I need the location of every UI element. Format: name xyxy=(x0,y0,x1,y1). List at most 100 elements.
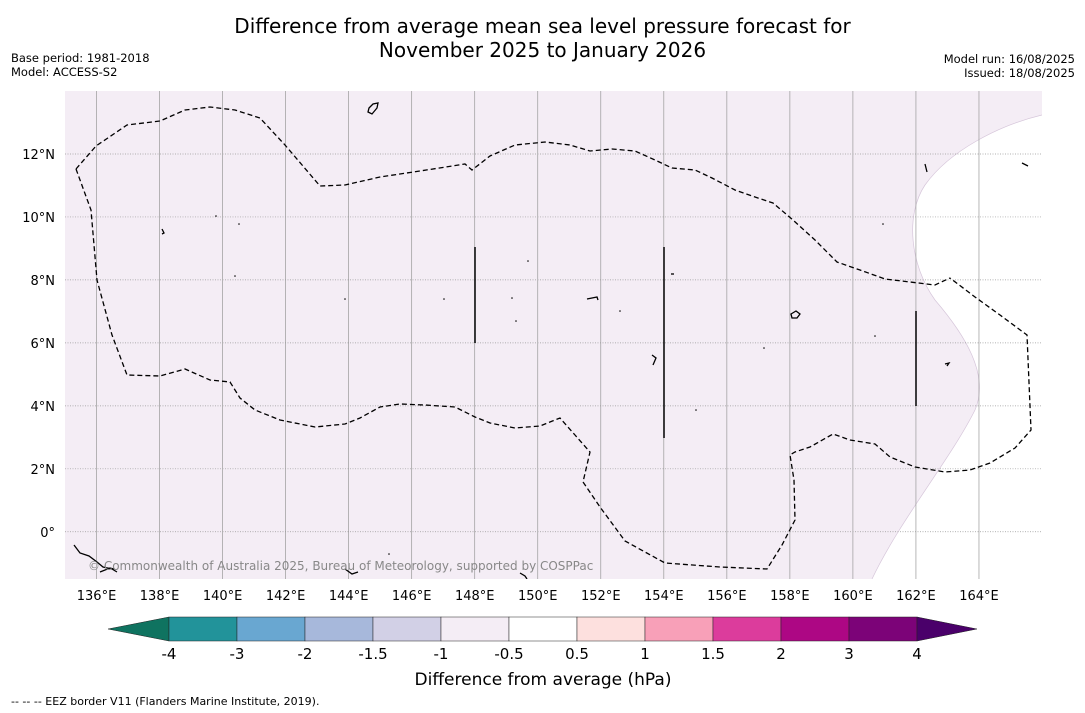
lon-tick-label: 138°E xyxy=(140,589,180,604)
base-period-label: Base period: 1981-2018 xyxy=(11,51,150,65)
islands xyxy=(73,102,1029,579)
lat-tick-label: 12°N xyxy=(22,148,55,163)
latitude-tick-labels: 12°N 10°N 8°N 6°N 4°N 2°N 0° xyxy=(22,148,55,541)
island-outline xyxy=(519,572,528,579)
lat-tick-label: 8°N xyxy=(31,274,56,289)
lon-tick-label: 150°E xyxy=(518,589,558,604)
run-info: Model run: 16/08/2025 Issued: 18/08/2025 xyxy=(944,52,1075,80)
colorbar-bin xyxy=(168,616,238,642)
lon-tick-label: 156°E xyxy=(707,589,747,604)
island-outline xyxy=(1021,162,1029,167)
lon-tick-label: 158°E xyxy=(770,589,810,604)
colorbar-min-extension xyxy=(107,616,170,642)
island-outline xyxy=(924,163,928,173)
island-dot xyxy=(344,298,346,300)
colorbar-bin xyxy=(304,616,374,642)
eez-footnote: -- -- -- EEZ border V11 (Flanders Marine… xyxy=(11,695,320,708)
lon-tick-label: 136°E xyxy=(77,589,117,604)
border-segments xyxy=(474,247,917,438)
eez-border-west xyxy=(75,106,951,286)
lon-tick-label: 142°E xyxy=(266,589,306,604)
island-dot xyxy=(215,215,217,217)
model-run-label: Model run: 16/08/2025 xyxy=(943,52,1075,66)
island-outline xyxy=(99,567,115,573)
lat-tick-label: 2°N xyxy=(31,463,56,478)
map-title-line-2: November 2025 to January 2026 xyxy=(378,38,707,62)
colorbar-tick-label: -0.5 xyxy=(494,645,523,663)
lon-tick-label: 160°E xyxy=(833,589,873,604)
colorbar-max-extension xyxy=(916,616,978,642)
colorbar-bin xyxy=(576,616,646,642)
colorbar-bin xyxy=(440,616,510,642)
island-outline xyxy=(161,228,165,235)
colorbar-label: Difference from average (hPa) xyxy=(415,670,672,690)
island-outline xyxy=(651,354,657,366)
colorbar-tick-label: 3 xyxy=(844,645,854,663)
lon-tick-label: 152°E xyxy=(581,589,621,604)
colorbar-tick-label: -3 xyxy=(230,645,245,663)
lat-tick-label: 4°N xyxy=(31,400,56,415)
lon-tick-label: 144°E xyxy=(329,589,369,604)
colorbar-tick-label: 2 xyxy=(776,645,786,663)
island-outline xyxy=(367,102,379,115)
colorbar-tick-label: -1 xyxy=(434,645,449,663)
issued-label: Issued: 18/08/2025 xyxy=(964,66,1075,80)
colorbar-tick-label: -4 xyxy=(162,645,177,663)
model-label: Model: ACCESS-S2 xyxy=(11,65,118,79)
lon-tick-label: 148°E xyxy=(455,589,495,604)
model-info: Base period: 1981-2018 Model: ACCESS-S2 xyxy=(11,51,150,79)
colorbar-tick-labels: -4 -3 -2 -1.5 -1 -0.5 0.5 1 1.5 2 3 4 xyxy=(162,645,922,663)
island-dot xyxy=(388,553,390,555)
island-outline xyxy=(586,296,599,301)
island-dot xyxy=(511,297,513,299)
anomaly-fill-region xyxy=(65,91,1042,579)
colorbar-tick-label: 0.5 xyxy=(565,645,589,663)
lon-tick-label: 140°E xyxy=(203,589,243,604)
eez-border-west-south xyxy=(75,168,1032,570)
island-dot xyxy=(238,223,240,225)
colorbar-bin xyxy=(508,616,578,642)
colorbar-bin xyxy=(236,616,306,642)
island-dots xyxy=(215,215,884,555)
island-dot xyxy=(527,260,529,262)
island-outline xyxy=(944,361,951,367)
island-dot xyxy=(619,310,621,312)
colorbar-bin xyxy=(644,616,714,642)
lon-tick-label: 162°E xyxy=(896,589,936,604)
lon-tick-label: 146°E xyxy=(392,589,432,604)
longitude-tick-labels: 136°E 138°E 140°E 142°E 144°E 146°E 148°E 150°E… xyxy=(77,589,999,604)
map-panel: © Commonwealth of Australia 2025, Bureau… xyxy=(65,91,1042,579)
eez-border xyxy=(75,106,1032,570)
colorbar-bin xyxy=(848,616,918,642)
map-title-line-1: Difference from average mean sea level p… xyxy=(234,14,851,38)
lon-tick-label: 154°E xyxy=(644,589,684,604)
lat-tick-label: 0° xyxy=(40,526,55,541)
island-outline xyxy=(790,310,801,319)
colorbar-tick-label: 1.5 xyxy=(701,645,725,663)
colorbar-bin xyxy=(712,616,782,642)
island-dot xyxy=(882,223,884,225)
lon-tick-label: 164°E xyxy=(959,589,999,604)
copyright-credit: © Commonwealth of Australia 2025, Bureau… xyxy=(88,559,593,573)
map-title: Difference from average mean sea level p… xyxy=(0,14,1085,62)
island-dot xyxy=(695,409,697,411)
lat-tick-label: 10°N xyxy=(22,211,55,226)
island-dot xyxy=(443,298,445,300)
colorbar-bins xyxy=(168,616,918,642)
gridlines xyxy=(65,91,1042,579)
colorbar-tick-label: 1 xyxy=(640,645,650,663)
colorbar-bin xyxy=(372,616,442,642)
colorbar-tick-label: -2 xyxy=(298,645,313,663)
colorbar-bin xyxy=(780,616,850,642)
island-outline xyxy=(344,568,359,575)
colorbar-tick-label: -1.5 xyxy=(358,645,387,663)
colorbar: -4 -3 -2 -1.5 -1 -0.5 0.5 1 1.5 2 3 4 Difference fr… xyxy=(107,616,978,690)
lat-tick-label: 6°N xyxy=(31,337,56,352)
island-dot xyxy=(763,347,765,349)
island-dot xyxy=(515,320,517,322)
anomaly-fill-edge xyxy=(871,114,1042,579)
island-dot xyxy=(874,335,876,337)
colorbar-tick-label: 4 xyxy=(912,645,922,663)
island-dot xyxy=(234,275,236,277)
